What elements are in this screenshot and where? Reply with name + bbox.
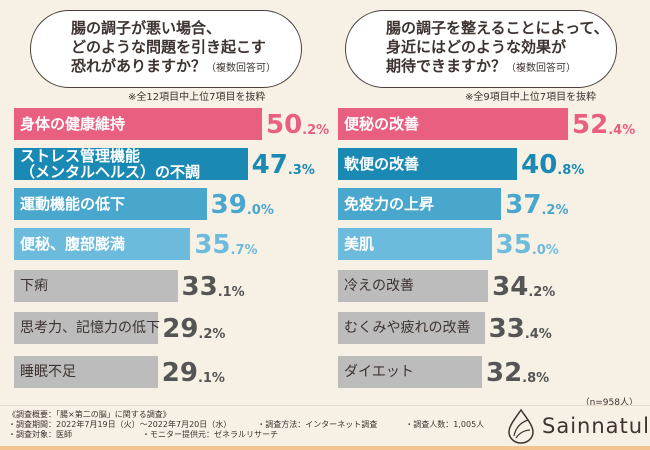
- question-line: 腸の調子が悪い場合、: [71, 19, 222, 37]
- question-text: 恐れがありますか？: [71, 57, 207, 75]
- value-label: 29.2%: [162, 312, 225, 344]
- value-decimal: .4%: [524, 327, 552, 342]
- value-decimal: .8%: [522, 371, 550, 386]
- value-label: 32.8%: [486, 356, 549, 388]
- bar: 身体の健康維持: [14, 108, 262, 140]
- value-decimal: .0%: [531, 243, 559, 258]
- bar: 思考力、記憶力の低下: [14, 312, 160, 344]
- value-integer: 52: [572, 110, 609, 140]
- value-label: 35.7%: [194, 228, 257, 260]
- value-integer: 39: [210, 190, 247, 220]
- bar: 便秘、腹部膨満: [14, 228, 191, 260]
- footer-provider: ・モニター提供元：ゼネラルリサーチ: [142, 430, 278, 439]
- value-label: 52.4%: [572, 108, 635, 140]
- value-decimal: .0%: [246, 203, 274, 218]
- value-label: 37.2%: [505, 188, 568, 220]
- footer-count: ・調査人数：1,005人: [405, 420, 485, 429]
- value-decimal: .7%: [230, 243, 258, 258]
- brand-logo: Sainnatul: [506, 408, 650, 444]
- value-decimal: .1%: [217, 285, 245, 300]
- bar: 便秘の改善: [338, 108, 569, 140]
- footer-period: ・調査期間：2022年7月19日（火）～2022年7月20日（水）: [8, 420, 228, 429]
- drop-leaf-icon: [508, 408, 534, 444]
- value-decimal: .8%: [557, 163, 585, 178]
- value-label: 33.1%: [182, 270, 245, 302]
- value-label: 35.0%: [496, 228, 559, 260]
- bar: 睡眠不足: [14, 356, 158, 388]
- question-line: 恐れがありますか？（複数回答可）: [71, 57, 301, 78]
- logo-text: Sainnatul: [542, 414, 650, 438]
- bar: 下痢: [14, 270, 178, 302]
- question-line: 期待できますか？（複数回答可）: [386, 57, 616, 78]
- value-decimal: .2%: [302, 123, 330, 138]
- bar: 冷えの改善: [338, 270, 489, 302]
- left-question-bubble: 腸の調子が悪い場合、 どのような問題を引き起こす 恐れがありますか？（複数回答可）: [30, 10, 302, 88]
- bar: ダイエット: [338, 356, 482, 388]
- value-integer: 37: [505, 190, 542, 220]
- question-text: 期待できますか？: [386, 57, 507, 75]
- bar: ストレス管理機能 （メンタルヘルス）の不調: [14, 148, 248, 180]
- value-decimal: .2%: [198, 327, 226, 342]
- value-decimal: .4%: [608, 123, 636, 138]
- footer-method: ・調査方法：インターネット調査: [257, 420, 378, 429]
- right-question-bubble: 腸の調子を整えることによって、 身近にはどのような効果が 期待できますか？（複数回答…: [345, 10, 617, 88]
- right-note: ※全9項目中上位7項目を抜粋: [465, 92, 597, 103]
- bar: 軟便の改善: [338, 148, 518, 180]
- survey-footer: 《調査概要：「腸×第二の脳」に関する調査》 ・調査期間：2022年7月19日（火…: [8, 410, 484, 440]
- value-integer: 35: [194, 230, 231, 260]
- bar: むくみや疲れの改善: [338, 312, 485, 344]
- value-decimal: .2%: [541, 203, 569, 218]
- multiple-answer-note: （複数回答可）: [206, 63, 277, 74]
- question-line: どのような問題を引き起こす: [71, 38, 266, 56]
- bar: 運動機能の低下: [14, 188, 207, 220]
- value-decimal: .3%: [287, 163, 315, 178]
- value-label: 34.2%: [492, 270, 555, 302]
- value-label: 40.8%: [521, 148, 584, 180]
- value-integer: 35: [495, 230, 532, 260]
- left-note: ※全12項目中上位7項目を抜粋: [128, 92, 266, 103]
- value-integer: 32: [485, 358, 523, 388]
- bottom-strip: [0, 446, 650, 450]
- value-decimal: .1%: [197, 371, 225, 386]
- bar: 美肌: [338, 228, 492, 260]
- value-integer: 40: [521, 150, 558, 180]
- value-integer: 33: [488, 314, 525, 344]
- value-integer: 29: [161, 358, 198, 388]
- bar: 免疫力の上昇: [338, 188, 502, 220]
- value-integer: 34: [492, 272, 529, 302]
- value-decimal: .2%: [528, 285, 556, 300]
- value-label: 50.2%: [266, 108, 329, 140]
- value-integer: 29: [162, 314, 199, 344]
- question-line: 腸の調子を整えることによって、: [386, 19, 609, 37]
- value-integer: 47: [251, 150, 288, 180]
- multiple-answer-note: （複数回答可）: [506, 63, 577, 74]
- value-label: 29.1%: [162, 356, 225, 388]
- value-label: 39.0%: [211, 188, 274, 220]
- question-line: 身近にはどのような効果が: [386, 38, 567, 56]
- sample-size: （n=958人）: [580, 398, 638, 408]
- footer-target: ・調査対象：医師: [8, 430, 72, 439]
- value-label: 33.4%: [489, 312, 552, 344]
- value-integer: 50: [265, 110, 303, 140]
- value-integer: 33: [181, 272, 218, 302]
- footer-title: 《調査概要：「腸×第二の脳」に関する調査》: [8, 410, 171, 419]
- divider: [0, 405, 650, 406]
- value-label: 47.3%: [252, 148, 315, 180]
